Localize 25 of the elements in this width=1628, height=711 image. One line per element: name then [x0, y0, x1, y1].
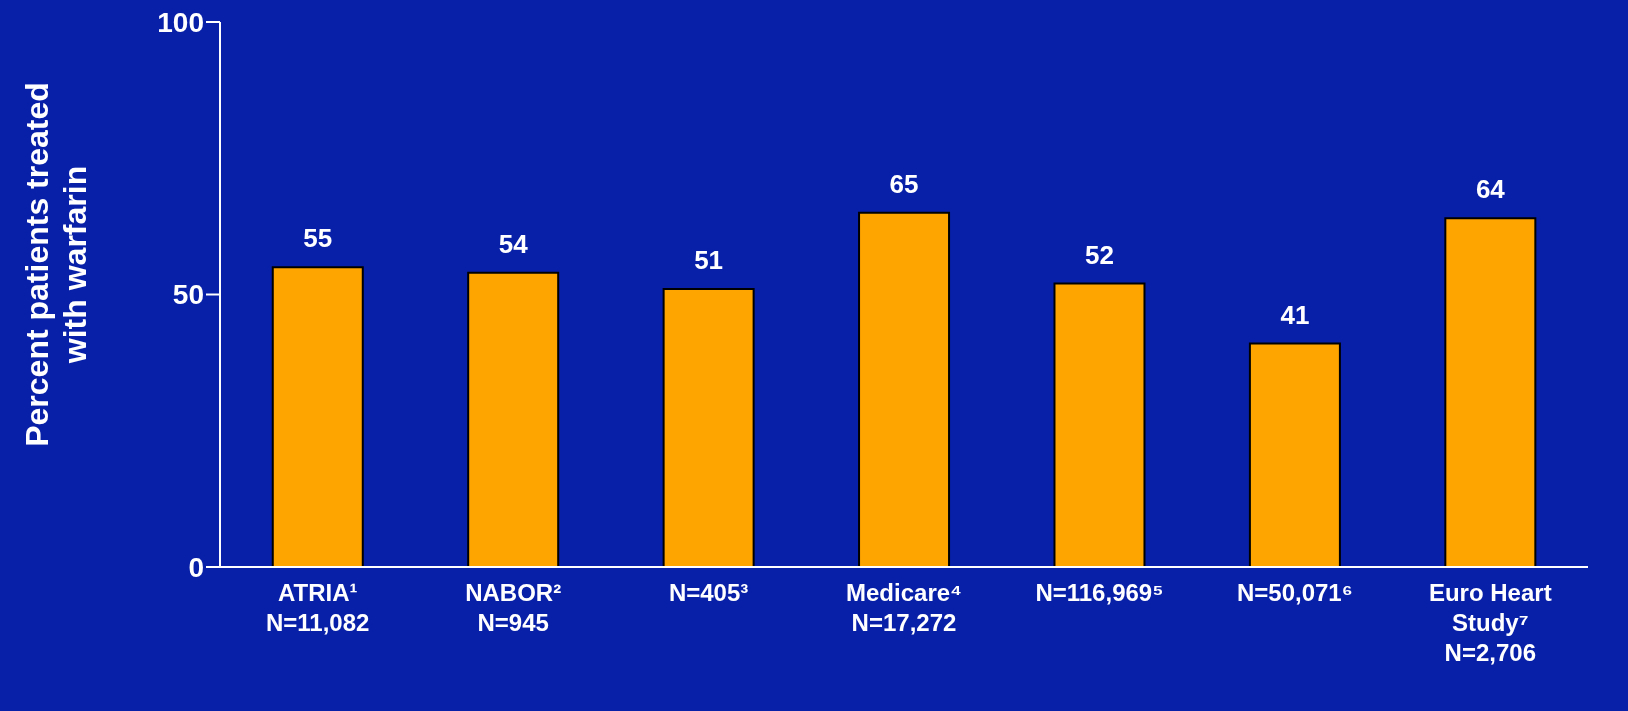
- data-label: 54: [498, 228, 529, 259]
- bar: [271, 266, 364, 567]
- y-tick-label: 0: [188, 551, 204, 583]
- x-tick-label: N=50,071⁶: [1236, 579, 1353, 606]
- x-tick-label: N=116,969⁵: [1035, 579, 1164, 606]
- x-tick-label: NABOR² N=945: [465, 579, 562, 636]
- bar: [662, 288, 755, 567]
- x-tick-label: Euro Heart Study⁷ N=2,706: [1428, 579, 1552, 666]
- x-tick-label: N=405³: [668, 579, 749, 606]
- data-label: 64: [1475, 174, 1506, 205]
- y-tick-label: 50: [172, 279, 204, 311]
- data-label: 52: [1085, 239, 1114, 270]
- x-tick-label: ATRIA¹ N=11,082: [266, 579, 370, 636]
- bar: [858, 211, 951, 567]
- data-label: 55: [303, 223, 333, 254]
- y-tick-label: 100: [157, 6, 204, 38]
- data-label: 41: [1280, 299, 1310, 330]
- data-label: 65: [889, 168, 919, 199]
- y-axis-title: Percent patients treated with warfarin: [19, 82, 93, 447]
- bar: [1444, 217, 1537, 567]
- bar: [467, 271, 560, 567]
- data-label: 51: [694, 245, 724, 276]
- bar: [1053, 282, 1146, 567]
- x-tick-label: Medicare⁴ N=17,272: [846, 579, 962, 636]
- bar: [1248, 342, 1341, 567]
